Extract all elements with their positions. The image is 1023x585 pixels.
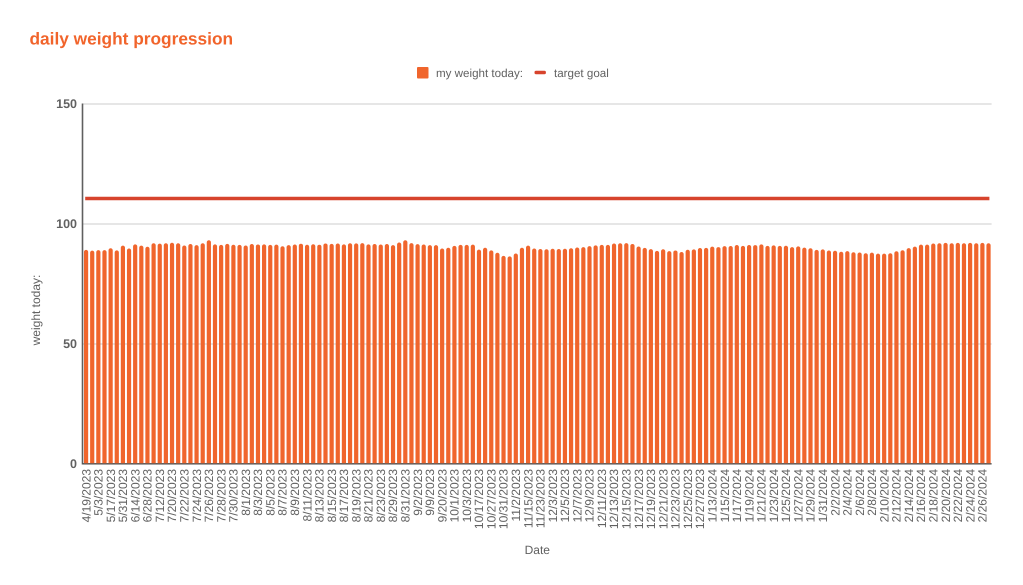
svg-text:8/5/2023: 8/5/2023	[263, 469, 277, 516]
svg-text:2/26/2024: 2/26/2024	[976, 469, 990, 523]
svg-text:10/27/2023: 10/27/2023	[484, 469, 498, 529]
svg-text:50: 50	[63, 337, 77, 351]
svg-text:1/31/2024: 1/31/2024	[816, 469, 830, 523]
svg-text:12/5/2023: 12/5/2023	[558, 469, 572, 523]
svg-text:2/12/2024: 2/12/2024	[890, 469, 904, 523]
svg-text:1/29/2024: 1/29/2024	[804, 469, 818, 523]
svg-text:7/30/2023: 7/30/2023	[227, 469, 241, 523]
svg-text:my weight today:: my weight today:	[436, 67, 523, 80]
svg-text:12/19/2023: 12/19/2023	[644, 469, 658, 529]
svg-text:12/7/2023: 12/7/2023	[570, 469, 584, 523]
svg-text:12/21/2023: 12/21/2023	[656, 469, 670, 529]
svg-text:Date: Date	[525, 543, 551, 557]
svg-text:2/18/2024: 2/18/2024	[926, 469, 940, 523]
svg-text:1/23/2024: 1/23/2024	[767, 469, 781, 523]
svg-text:12/23/2023: 12/23/2023	[669, 469, 683, 529]
svg-text:9/2/2023: 9/2/2023	[411, 469, 425, 516]
svg-text:6/28/2023: 6/28/2023	[141, 469, 155, 523]
svg-text:10/1/2023: 10/1/2023	[448, 469, 462, 523]
svg-text:12/15/2023: 12/15/2023	[620, 469, 634, 529]
svg-text:8/23/2023: 8/23/2023	[374, 469, 388, 523]
svg-text:5/3/2023: 5/3/2023	[92, 469, 106, 516]
svg-text:2/20/2024: 2/20/2024	[939, 469, 953, 523]
svg-text:9/20/2023: 9/20/2023	[435, 469, 449, 523]
svg-text:12/11/2023: 12/11/2023	[595, 469, 609, 528]
svg-text:8/31/2023: 8/31/2023	[399, 469, 413, 523]
svg-text:7/28/2023: 7/28/2023	[214, 469, 228, 523]
svg-text:daily weight progression: daily weight progression	[30, 29, 234, 49]
svg-text:1/19/2024: 1/19/2024	[742, 469, 756, 523]
svg-text:12/17/2023: 12/17/2023	[632, 469, 646, 529]
svg-text:12/27/2023: 12/27/2023	[693, 469, 707, 529]
svg-text:11/15/2023: 11/15/2023	[521, 469, 535, 528]
svg-text:100: 100	[56, 217, 77, 231]
svg-text:2/4/2024: 2/4/2024	[841, 469, 855, 516]
svg-text:11/23/2023: 11/23/2023	[534, 469, 548, 528]
svg-text:10/17/2023: 10/17/2023	[472, 469, 486, 529]
svg-text:target goal: target goal	[554, 67, 609, 80]
svg-text:5/17/2023: 5/17/2023	[104, 469, 118, 523]
svg-text:0: 0	[70, 457, 77, 471]
svg-text:1/21/2024: 1/21/2024	[755, 469, 769, 523]
svg-text:6/14/2023: 6/14/2023	[128, 469, 142, 523]
svg-text:8/19/2023: 8/19/2023	[349, 469, 363, 523]
svg-text:10/31/2023: 10/31/2023	[497, 469, 511, 529]
svg-text:12/9/2023: 12/9/2023	[583, 469, 597, 523]
svg-text:1/27/2024: 1/27/2024	[791, 469, 805, 523]
svg-text:11/2/2023: 11/2/2023	[509, 469, 523, 522]
svg-text:2/2/2024: 2/2/2024	[828, 469, 842, 516]
svg-text:8/21/2023: 8/21/2023	[362, 469, 376, 523]
svg-text:7/26/2023: 7/26/2023	[202, 469, 216, 523]
svg-text:1/17/2024: 1/17/2024	[730, 469, 744, 523]
svg-text:8/15/2023: 8/15/2023	[325, 469, 339, 523]
svg-text:8/9/2023: 8/9/2023	[288, 469, 302, 516]
svg-text:9/9/2023: 9/9/2023	[423, 469, 437, 516]
svg-text:2/14/2024: 2/14/2024	[902, 469, 916, 523]
svg-text:4/19/2023: 4/19/2023	[79, 469, 93, 523]
svg-text:8/29/2023: 8/29/2023	[386, 469, 400, 523]
svg-text:8/1/2023: 8/1/2023	[239, 469, 253, 516]
svg-text:8/3/2023: 8/3/2023	[251, 469, 265, 516]
svg-text:7/24/2023: 7/24/2023	[190, 469, 204, 523]
svg-text:10/3/2023: 10/3/2023	[460, 469, 474, 523]
svg-text:8/11/2023: 8/11/2023	[300, 469, 314, 522]
svg-text:2/16/2024: 2/16/2024	[914, 469, 928, 523]
svg-text:2/8/2024: 2/8/2024	[865, 469, 879, 516]
svg-text:7/22/2023: 7/22/2023	[178, 469, 192, 523]
svg-text:1/25/2024: 1/25/2024	[779, 469, 793, 523]
svg-text:12/3/2023: 12/3/2023	[546, 469, 560, 523]
svg-text:8/7/2023: 8/7/2023	[276, 469, 290, 516]
svg-text:12/25/2023: 12/25/2023	[681, 469, 695, 529]
svg-text:150: 150	[56, 97, 77, 111]
svg-text:1/13/2024: 1/13/2024	[705, 469, 719, 523]
svg-text:7/12/2023: 7/12/2023	[153, 469, 167, 523]
svg-text:5/31/2023: 5/31/2023	[116, 469, 130, 523]
svg-text:7/20/2023: 7/20/2023	[165, 469, 179, 523]
svg-text:8/17/2023: 8/17/2023	[337, 469, 351, 523]
svg-text:2/10/2024: 2/10/2024	[877, 469, 891, 523]
svg-text:1/15/2024: 1/15/2024	[718, 469, 732, 523]
svg-text:12/13/2023: 12/13/2023	[607, 469, 621, 529]
svg-text:2/22/2024: 2/22/2024	[951, 469, 965, 523]
svg-text:8/13/2023: 8/13/2023	[313, 469, 327, 523]
svg-text:2/6/2024: 2/6/2024	[853, 469, 867, 516]
svg-text:weight today:: weight today:	[29, 275, 43, 347]
svg-text:2/24/2024: 2/24/2024	[963, 469, 977, 523]
